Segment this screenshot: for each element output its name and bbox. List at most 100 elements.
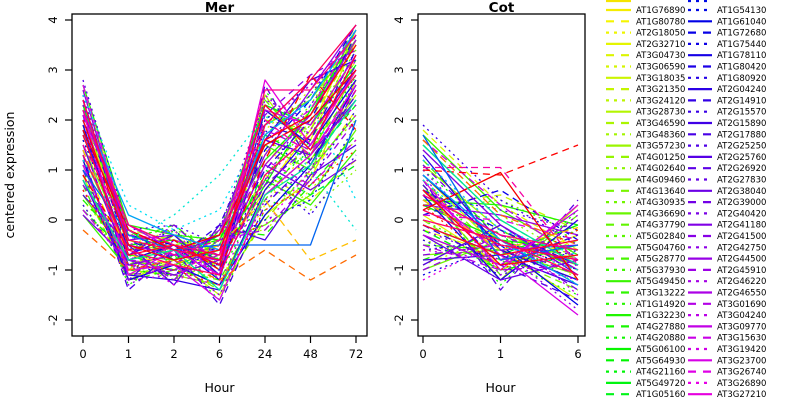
series-line-extra-0 xyxy=(422,144,579,176)
panel-cot-frame xyxy=(417,13,586,337)
series-line-extra-10 xyxy=(82,24,357,261)
series-line-extra-13 xyxy=(422,219,579,276)
axis-ticks xyxy=(65,19,579,343)
x-tick-label: 0 xyxy=(79,347,86,361)
y-tick-label: -2 xyxy=(46,314,60,325)
legend-item-label: AT4G36690 xyxy=(636,209,685,219)
series-line-extra-11 xyxy=(82,54,357,266)
y-tick-label: 0 xyxy=(392,216,406,223)
legend-item-label: AT4G09460 xyxy=(636,176,685,186)
legend-item-label: AT2G15570 xyxy=(717,108,766,118)
legend-item-label: AT2G04240 xyxy=(717,85,766,95)
legend-item-label: AT4G30935 xyxy=(636,198,685,208)
panel-cot-series xyxy=(422,124,579,316)
legend-item-label: AT2G26920 xyxy=(717,164,766,174)
legend-item-label: AT1G05160 xyxy=(636,390,685,400)
y-tick-label: 0 xyxy=(46,216,60,223)
series-line-extra-13 xyxy=(82,74,357,276)
series-line-extra-14 xyxy=(82,89,357,256)
y-tick-label: 1 xyxy=(46,166,60,173)
x-tick-label: 1 xyxy=(497,347,504,361)
y-axis-label: centered expression xyxy=(2,112,17,239)
legend-item-label: AT5G06100 xyxy=(636,345,685,355)
series-line-extra-9 xyxy=(82,34,357,256)
series-line-AT3G06590 xyxy=(422,244,579,271)
series-line-AT1G80420 xyxy=(422,189,579,266)
y-tick-label: 4 xyxy=(46,16,60,23)
series-line-AT4G27880 xyxy=(82,134,357,281)
x-tick-label: 48 xyxy=(303,347,318,361)
axis-tick-labels: -2 -1 0 1 2 3 4 0 1 2 6 24 48 72 -2 -1 0 1 2 3 4 0 1 6 xyxy=(46,16,582,361)
legend-item-label: AT2G25250 xyxy=(717,142,766,152)
series-line-extra-4 xyxy=(82,114,357,241)
legend-item-label: AT2G44500 xyxy=(717,255,766,265)
series-line-AT2G17880 xyxy=(82,94,357,306)
legend-item-label: AT1G72680 xyxy=(717,29,766,39)
y-tick-label: 3 xyxy=(392,66,406,73)
legend-item-label: AT1G14920 xyxy=(636,300,685,310)
legend-item-label: AT1G76890 xyxy=(636,6,685,16)
legend-item-label: AT3G24120 xyxy=(636,96,685,106)
legend-item-label: AT3G48360 xyxy=(636,130,685,140)
panel-cot-title: Cot xyxy=(489,0,515,16)
series-line-extra-11 xyxy=(422,224,579,256)
panel-mer-title: Mer xyxy=(205,0,235,16)
series-line-AT4G37790 xyxy=(422,189,579,276)
series-line-AT1G72680 xyxy=(422,189,579,241)
y-tick-label: -2 xyxy=(392,314,406,325)
legend-item-label: AT3G04240 xyxy=(717,311,766,321)
x-tick-label: 72 xyxy=(349,347,364,361)
legend-item-label: AT3G28730 xyxy=(636,108,685,118)
legend-item-label: AT2G46220 xyxy=(717,277,766,287)
legend-item-label: AT5G37930 xyxy=(636,266,685,276)
series-line-extra-8 xyxy=(422,134,579,261)
legend-item-label: AT5G49720 xyxy=(636,379,685,389)
legend-item-label: AT4G21160 xyxy=(636,368,685,378)
legend-item-label: AT3G27210 xyxy=(717,390,766,400)
series-line-AT3G48360 xyxy=(422,239,579,261)
legend-item-label: AT2G17880 xyxy=(717,130,766,140)
series-line-extra-12 xyxy=(82,44,357,261)
x-tick-label: 1 xyxy=(125,347,132,361)
series-line-extra-5 xyxy=(82,94,357,231)
legend-item-label: AT3G18035 xyxy=(636,74,685,84)
legend-item-label: AT4G20880 xyxy=(636,334,685,344)
legend-item-label: AT1G54130 xyxy=(717,6,766,16)
panel-mer-series xyxy=(82,24,357,306)
legend-item-label: AT2G45910 xyxy=(717,266,766,276)
series-line-AT4G21160 xyxy=(422,169,579,286)
legend-item-label: AT4G01250 xyxy=(636,153,685,163)
legend-item-label: AT2G14910 xyxy=(717,96,766,106)
legend-item-label: AT5G04760 xyxy=(636,243,685,253)
legend-item-label: AT2G41500 xyxy=(717,232,766,242)
legend-item-label: AT2G38040 xyxy=(717,187,766,197)
legend-item-label: AT3G04730 xyxy=(636,51,685,61)
x-tick-label: 2 xyxy=(170,347,177,361)
legend-item-label: AT2G15890 xyxy=(717,119,766,129)
legend-item-label: AT3G15630 xyxy=(717,334,766,344)
legend-item-label: AT3G57230 xyxy=(636,142,685,152)
series-line-AT3G01690 xyxy=(422,244,579,271)
series-line-extra-14 xyxy=(423,166,579,266)
series-line-AT4G30935 xyxy=(422,199,579,236)
legend-item-label: AT3G13222 xyxy=(636,289,685,299)
legend-item-label: AT5G02840 xyxy=(636,232,685,242)
legend-item-label: AT2G27830 xyxy=(717,176,766,186)
series-line-AT2G26920 xyxy=(422,179,579,291)
legend-item-label: AT2G46550 xyxy=(717,289,766,299)
y-tick-label: 3 xyxy=(46,66,60,73)
x-tick-label: 24 xyxy=(258,347,273,361)
legend-item-label: AT1G80780 xyxy=(636,17,685,27)
series-line-AT2G25250 xyxy=(422,194,579,231)
series-line-AT4G02640 xyxy=(82,169,357,281)
y-tick-label: 4 xyxy=(392,16,406,23)
legend-item-label: AT4G27880 xyxy=(636,322,685,332)
legend-item-label: AT2G25760 xyxy=(717,153,766,163)
legend-item-label: AT5G49450 xyxy=(636,277,685,287)
y-tick-label: -1 xyxy=(392,264,406,275)
x-tick-label: 0 xyxy=(419,347,426,361)
series-line-AT3G01690 xyxy=(82,104,357,266)
y-tick-label: 2 xyxy=(46,116,60,123)
legend-item-label: AT5G28770 xyxy=(636,255,685,265)
